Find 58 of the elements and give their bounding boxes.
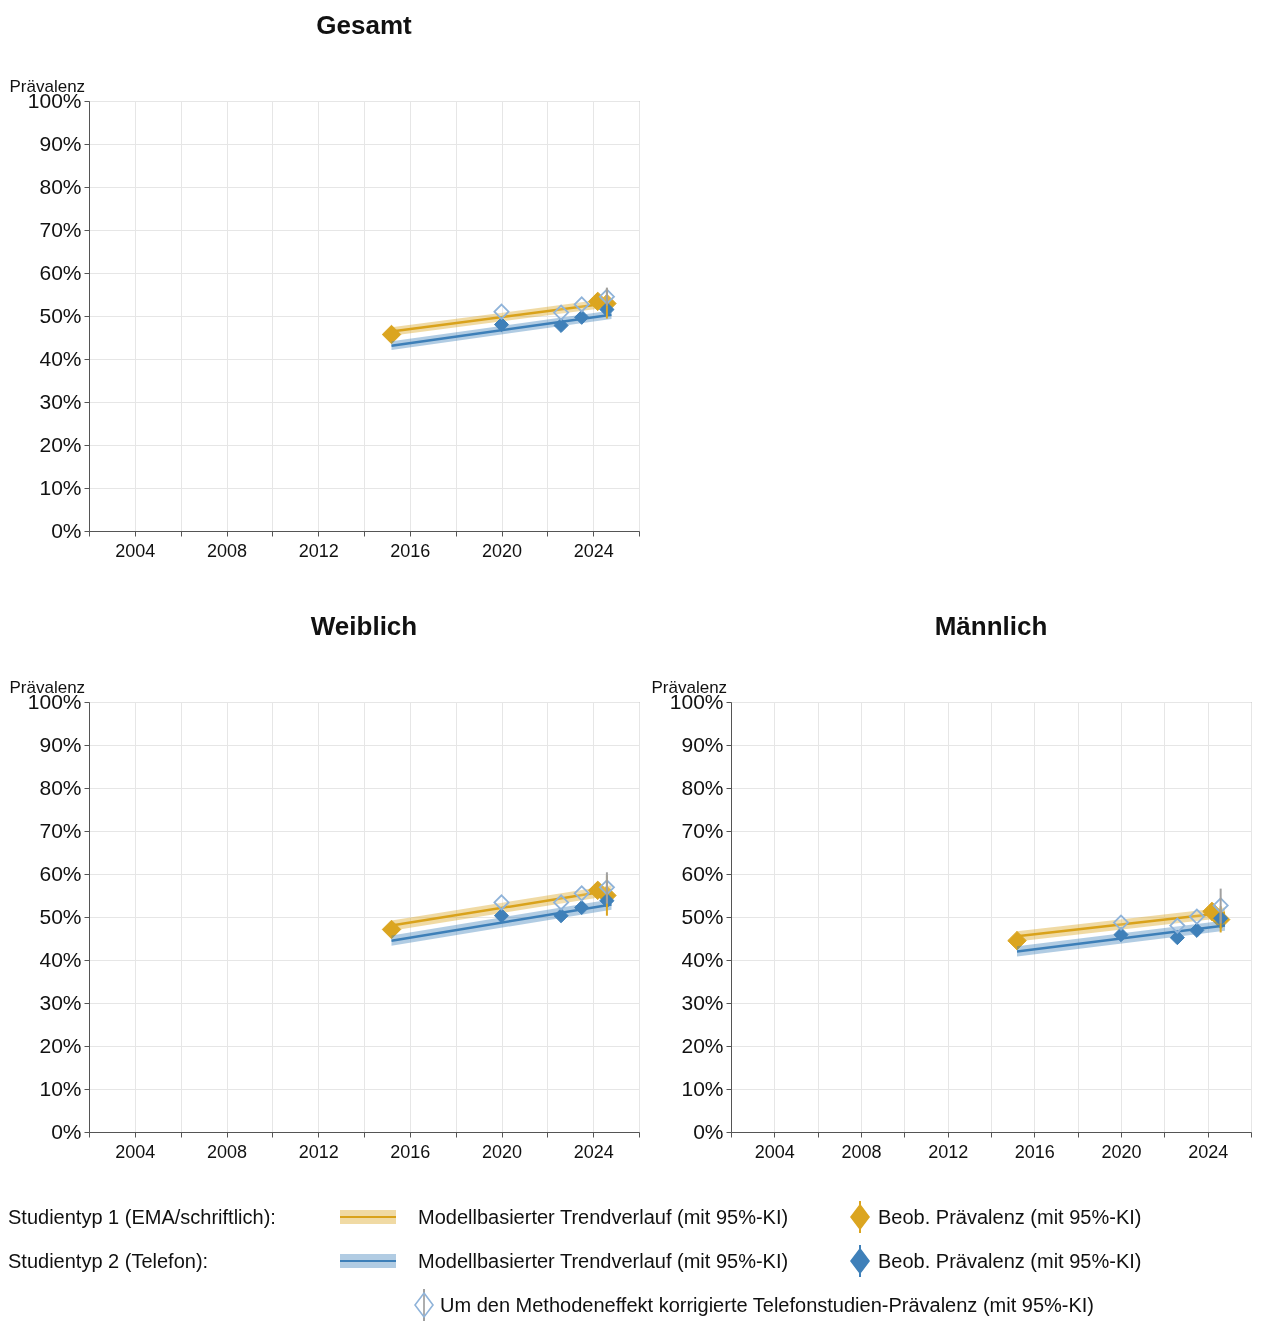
y-tick-label: 70% xyxy=(39,217,82,241)
y-tick-label: 20% xyxy=(39,1033,82,1057)
x-tick-label: 2004 xyxy=(115,1141,156,1162)
x-tick-label: 2012 xyxy=(928,1141,969,1162)
y-tick-label: 10% xyxy=(681,1076,724,1100)
y-tick-label: 40% xyxy=(39,346,82,370)
text: Studientyp 1 (EMA/schriftlich): xyxy=(8,1205,276,1228)
y-tick-label: 30% xyxy=(681,990,724,1014)
y-tick-label: 90% xyxy=(39,131,82,155)
y-tick-label: 50% xyxy=(681,904,724,928)
y-tick-label: 70% xyxy=(681,818,724,842)
y-tick-label: 60% xyxy=(39,861,82,885)
y-tick-label: 50% xyxy=(39,904,82,928)
x-tick-label: 2016 xyxy=(1014,1141,1055,1162)
x-tick-label: 2024 xyxy=(573,540,614,561)
y-tick-label: 10% xyxy=(39,1076,82,1100)
y-tick-label: 30% xyxy=(39,389,82,413)
x-tick-label: 2016 xyxy=(390,540,431,561)
legend-label: Beob. Prävalenz (mit 95%-KI) xyxy=(878,1249,1142,1272)
chart-title: Männlich xyxy=(934,611,1048,641)
x-tick-label: 2020 xyxy=(481,540,523,561)
y-tick-label: 0% xyxy=(51,518,82,542)
y-tick-label: 90% xyxy=(39,732,82,756)
x-tick-label: 2020 xyxy=(1101,1141,1142,1162)
chart-title: Gesamt xyxy=(316,10,413,40)
y-tick-label: 20% xyxy=(681,1033,724,1057)
legend-label: Modellbasierter Trendverlauf (mit 95%-KI) xyxy=(418,1205,789,1228)
x-tick-label: 2012 xyxy=(298,1141,339,1162)
x-tick-label: 2008 xyxy=(206,1141,248,1162)
legend-label: Um den Methodeneffekt korrigierte Telefonstudien-Prävalenz (mit 95%-KI) xyxy=(440,1293,1095,1317)
y-tick-label: 80% xyxy=(39,775,82,799)
y-tick-label: 80% xyxy=(681,775,724,799)
legend-label: Beob. Prävalenz (mit 95%-KI) xyxy=(878,1205,1142,1228)
y-tick-label: 20% xyxy=(39,432,82,456)
x-tick-label: 2004 xyxy=(115,540,156,561)
x-tick-label: 2008 xyxy=(841,1141,882,1162)
y-tick-label: 0% xyxy=(693,1119,724,1143)
y-tick-label: 70% xyxy=(39,818,82,842)
x-tick-label: 2004 xyxy=(754,1141,795,1162)
x-tick-label: 2016 xyxy=(390,1141,431,1162)
y-tick-label: 40% xyxy=(681,947,724,971)
x-tick-label: 2008 xyxy=(206,540,248,561)
y-tick-label: 90% xyxy=(681,732,724,756)
y-tick-label: 40% xyxy=(39,947,82,971)
y-tick-label: 60% xyxy=(681,861,724,885)
y-tick-label: 60% xyxy=(39,260,82,284)
y-tick-label: 30% xyxy=(39,990,82,1014)
y-tick-label: 80% xyxy=(39,174,82,198)
y-tick-label: 10% xyxy=(39,475,82,499)
x-tick-label: 2012 xyxy=(298,540,339,561)
x-tick-label: 2020 xyxy=(481,1141,523,1162)
y-tick-label: 0% xyxy=(51,1119,82,1143)
chart-title: Weiblich xyxy=(310,611,418,641)
legend-label: Modellbasierter Trendverlauf (mit 95%-KI) xyxy=(418,1249,789,1272)
text: Studientyp 2 (Telefon): xyxy=(8,1249,209,1272)
y-tick-label: 50% xyxy=(39,303,82,327)
x-tick-label: 2024 xyxy=(573,1141,614,1162)
x-tick-label: 2024 xyxy=(1188,1141,1229,1162)
